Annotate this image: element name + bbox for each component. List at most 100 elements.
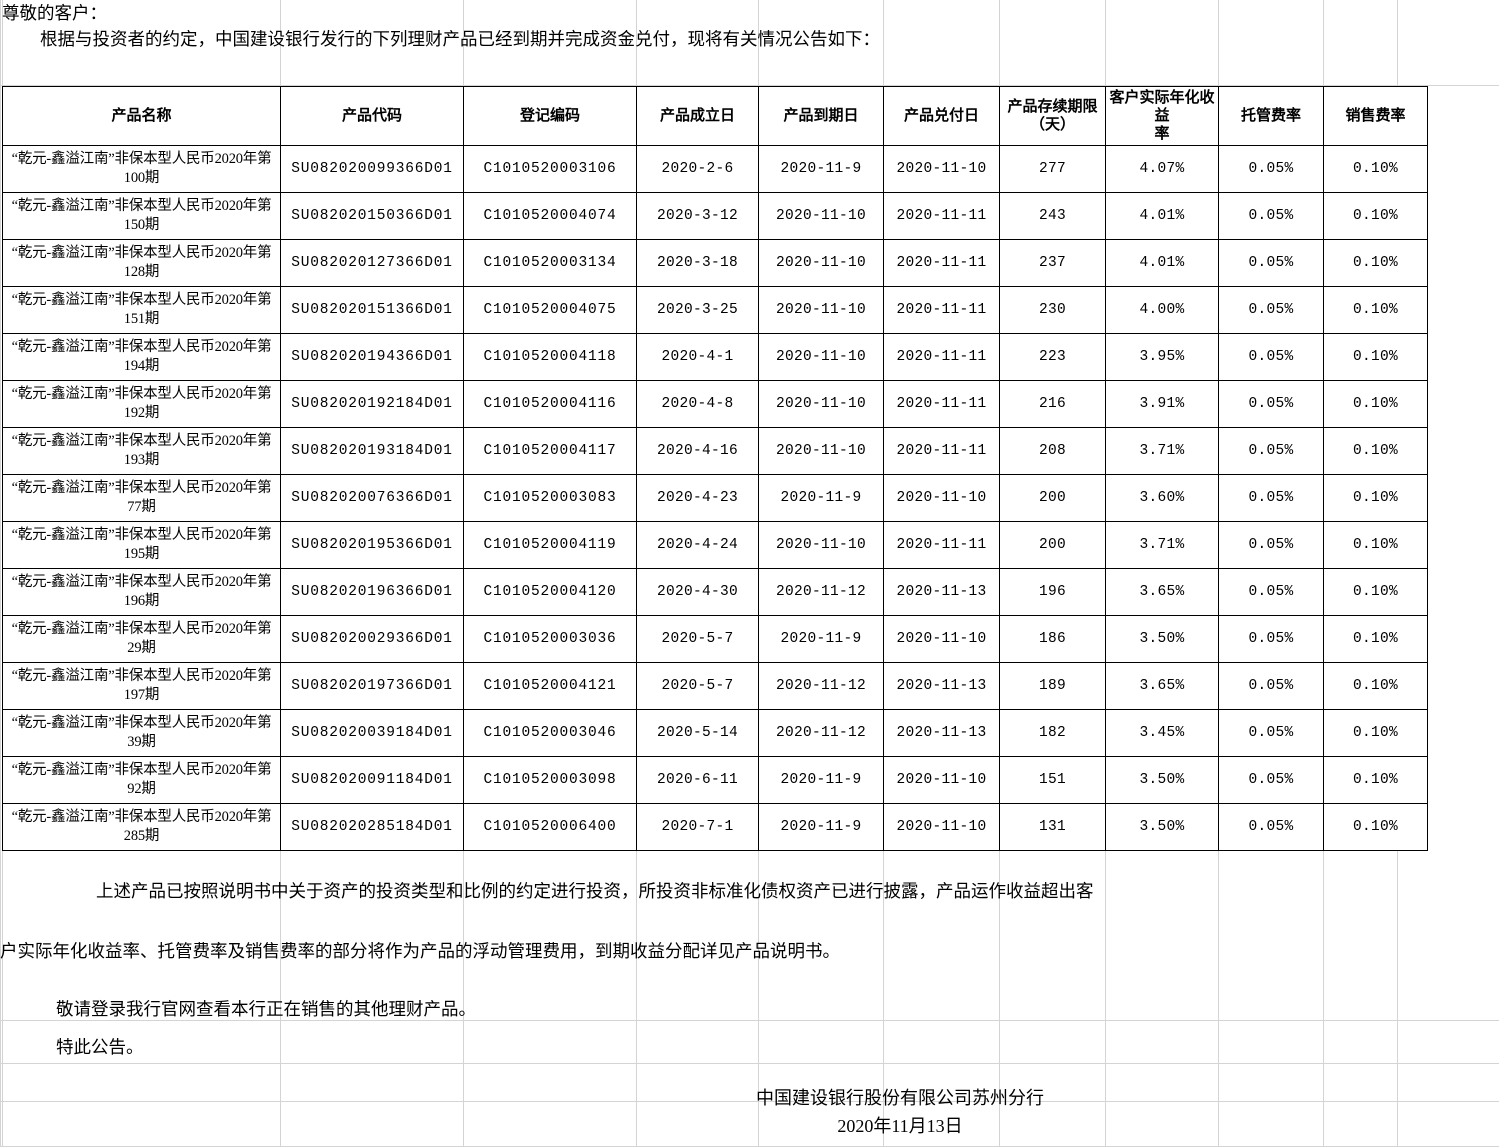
intro-block: 尊敬的客户： 根据与投资者的约定，中国建设银行发行的下列理财产品已经到期并完成资… (0, 0, 1396, 52)
cell-payment-date: 2020-11-13 (883, 568, 1000, 616)
cell-custody-fee: 0.05% (1218, 756, 1324, 804)
cell-product-code: SU082020076366D01 (280, 474, 464, 522)
cell-customer-yield: 3.50% (1105, 803, 1219, 851)
cell-maturity-date: 2020-11-10 (758, 286, 884, 334)
signature-date: 2020年11月13日 (837, 1116, 963, 1136)
cell-sales-fee: 0.10% (1323, 803, 1428, 851)
column-header-customer-yield: 客户实际年化收益 率 (1105, 86, 1219, 146)
cell-product-name: “乾元-鑫溢江南”非保本型人民币2020年第197期 (2, 662, 281, 710)
cell-customer-yield: 3.45% (1105, 709, 1219, 757)
cell-product-name: “乾元-鑫溢江南”非保本型人民币2020年第39期 (2, 709, 281, 757)
cell-payment-date: 2020-11-10 (883, 145, 1000, 193)
cell-product-code: SU082020195366D01 (280, 521, 464, 569)
cell-customer-yield: 3.65% (1105, 662, 1219, 710)
cell-duration-days: 277 (999, 145, 1106, 193)
matured-products-table: 产品名称 产品代码 登记编码 产品成立日 产品到期日 产品兑付日 产品存续期限 … (2, 86, 1428, 851)
cell-maturity-date: 2020-11-12 (758, 568, 884, 616)
cell-maturity-date: 2020-11-10 (758, 192, 884, 240)
cell-duration-days: 151 (999, 756, 1106, 804)
cell-product-code: SU082020099366D01 (280, 145, 464, 193)
table-row: “乾元-鑫溢江南”非保本型人民币2020年第29期 SU082020029366D… (2, 615, 1428, 663)
cell-maturity-date: 2020-11-10 (758, 239, 884, 287)
column-header-product-code: 产品代码 (280, 86, 464, 146)
cell-product-name: “乾元-鑫溢江南”非保本型人民币2020年第29期 (2, 615, 281, 663)
cell-maturity-date: 2020-11-9 (758, 474, 884, 522)
cell-custody-fee: 0.05% (1218, 192, 1324, 240)
table-row: “乾元-鑫溢江南”非保本型人民币2020年第197期 SU082020197366… (2, 662, 1428, 710)
cell-payment-date: 2020-11-13 (883, 662, 1000, 710)
cell-duration-days: 131 (999, 803, 1106, 851)
cell-custody-fee: 0.05% (1218, 145, 1324, 193)
cell-sales-fee: 0.10% (1323, 615, 1428, 663)
cell-customer-yield: 3.95% (1105, 333, 1219, 381)
cell-product-code: SU082020193184D01 (280, 427, 464, 475)
cell-registration-code: C1010520004074 (463, 192, 637, 240)
cell-custody-fee: 0.05% (1218, 521, 1324, 569)
cell-custody-fee: 0.05% (1218, 709, 1324, 757)
cell-duration-days: 196 (999, 568, 1106, 616)
cell-maturity-date: 2020-11-10 (758, 333, 884, 381)
cell-start-date: 2020-3-25 (636, 286, 759, 334)
cell-product-code: SU082020151366D01 (280, 286, 464, 334)
cell-registration-code: C1010520004120 (463, 568, 637, 616)
cell-sales-fee: 0.10% (1323, 333, 1428, 381)
cell-custody-fee: 0.05% (1218, 333, 1324, 381)
cell-customer-yield: 4.01% (1105, 239, 1219, 287)
cell-start-date: 2020-4-8 (636, 380, 759, 428)
cell-maturity-date: 2020-11-9 (758, 803, 884, 851)
cell-product-code: SU082020091184D01 (280, 756, 464, 804)
salutation: 尊敬的客户： (2, 3, 107, 23)
cell-product-name: “乾元-鑫溢江南”非保本型人民币2020年第285期 (2, 803, 281, 851)
cell-custody-fee: 0.05% (1218, 474, 1324, 522)
cell-customer-yield: 3.60% (1105, 474, 1219, 522)
cell-custody-fee: 0.05% (1218, 615, 1324, 663)
table-row: “乾元-鑫溢江南”非保本型人民币2020年第151期 SU082020151366… (2, 286, 1428, 334)
cell-customer-yield: 4.01% (1105, 192, 1219, 240)
cell-payment-date: 2020-11-11 (883, 521, 1000, 569)
cell-registration-code: C1010520004117 (463, 427, 637, 475)
cell-product-code: SU082020150366D01 (280, 192, 464, 240)
column-header-duration-days-line2: （天） (1029, 117, 1075, 133)
note-line-1: 上述产品已按照说明书中关于资产的投资类型和比例的约定进行投资，所投资非标准化债权… (96, 881, 1094, 901)
cell-maturity-date: 2020-11-12 (758, 662, 884, 710)
cell-payment-date: 2020-11-11 (883, 239, 1000, 287)
cell-sales-fee: 0.10% (1323, 521, 1428, 569)
signature-organization: 中国建设银行股份有限公司苏州分行 (756, 1088, 1044, 1108)
column-header-duration-days-line1: 产品存续期限 (1007, 99, 1098, 115)
cell-customer-yield: 3.91% (1105, 380, 1219, 428)
table-row: “乾元-鑫溢江南”非保本型人民币2020年第194期 SU082020194366… (2, 333, 1428, 381)
cell-sales-fee: 0.10% (1323, 380, 1428, 428)
cell-custody-fee: 0.05% (1218, 239, 1324, 287)
column-header-duration-days: 产品存续期限 （天） (999, 86, 1106, 146)
cell-product-code: SU082020029366D01 (280, 615, 464, 663)
cell-product-name: “乾元-鑫溢江南”非保本型人民币2020年第192期 (2, 380, 281, 428)
cell-start-date: 2020-7-1 (636, 803, 759, 851)
cell-custody-fee: 0.05% (1218, 803, 1324, 851)
cell-customer-yield: 3.50% (1105, 756, 1219, 804)
table-row: “乾元-鑫溢江南”非保本型人民币2020年第193期 SU082020193184… (2, 427, 1428, 475)
column-header-custody-fee: 托管费率 (1218, 86, 1324, 146)
cell-payment-date: 2020-11-10 (883, 803, 1000, 851)
cell-custody-fee: 0.05% (1218, 286, 1324, 334)
table-row: “乾元-鑫溢江南”非保本型人民币2020年第195期 SU082020195366… (2, 521, 1428, 569)
cell-maturity-date: 2020-11-10 (758, 427, 884, 475)
cell-registration-code: C1010520004075 (463, 286, 637, 334)
cell-duration-days: 186 (999, 615, 1106, 663)
cell-registration-code: C1010520004118 (463, 333, 637, 381)
cell-product-code: SU082020039184D01 (280, 709, 464, 757)
cell-sales-fee: 0.10% (1323, 239, 1428, 287)
cell-payment-date: 2020-11-10 (883, 615, 1000, 663)
table-row: “乾元-鑫溢江南”非保本型人民币2020年第92期 SU082020091184D… (2, 756, 1428, 804)
cell-maturity-date: 2020-11-10 (758, 521, 884, 569)
cell-duration-days: 243 (999, 192, 1106, 240)
cell-product-code: SU082020192184D01 (280, 380, 464, 428)
cell-maturity-date: 2020-11-9 (758, 145, 884, 193)
cell-duration-days: 189 (999, 662, 1106, 710)
cell-maturity-date: 2020-11-10 (758, 380, 884, 428)
cell-registration-code: C1010520003098 (463, 756, 637, 804)
cell-product-name: “乾元-鑫溢江南”非保本型人民币2020年第193期 (2, 427, 281, 475)
cell-customer-yield: 4.07% (1105, 145, 1219, 193)
cell-product-name: “乾元-鑫溢江南”非保本型人民币2020年第77期 (2, 474, 281, 522)
cell-sales-fee: 0.10% (1323, 427, 1428, 475)
